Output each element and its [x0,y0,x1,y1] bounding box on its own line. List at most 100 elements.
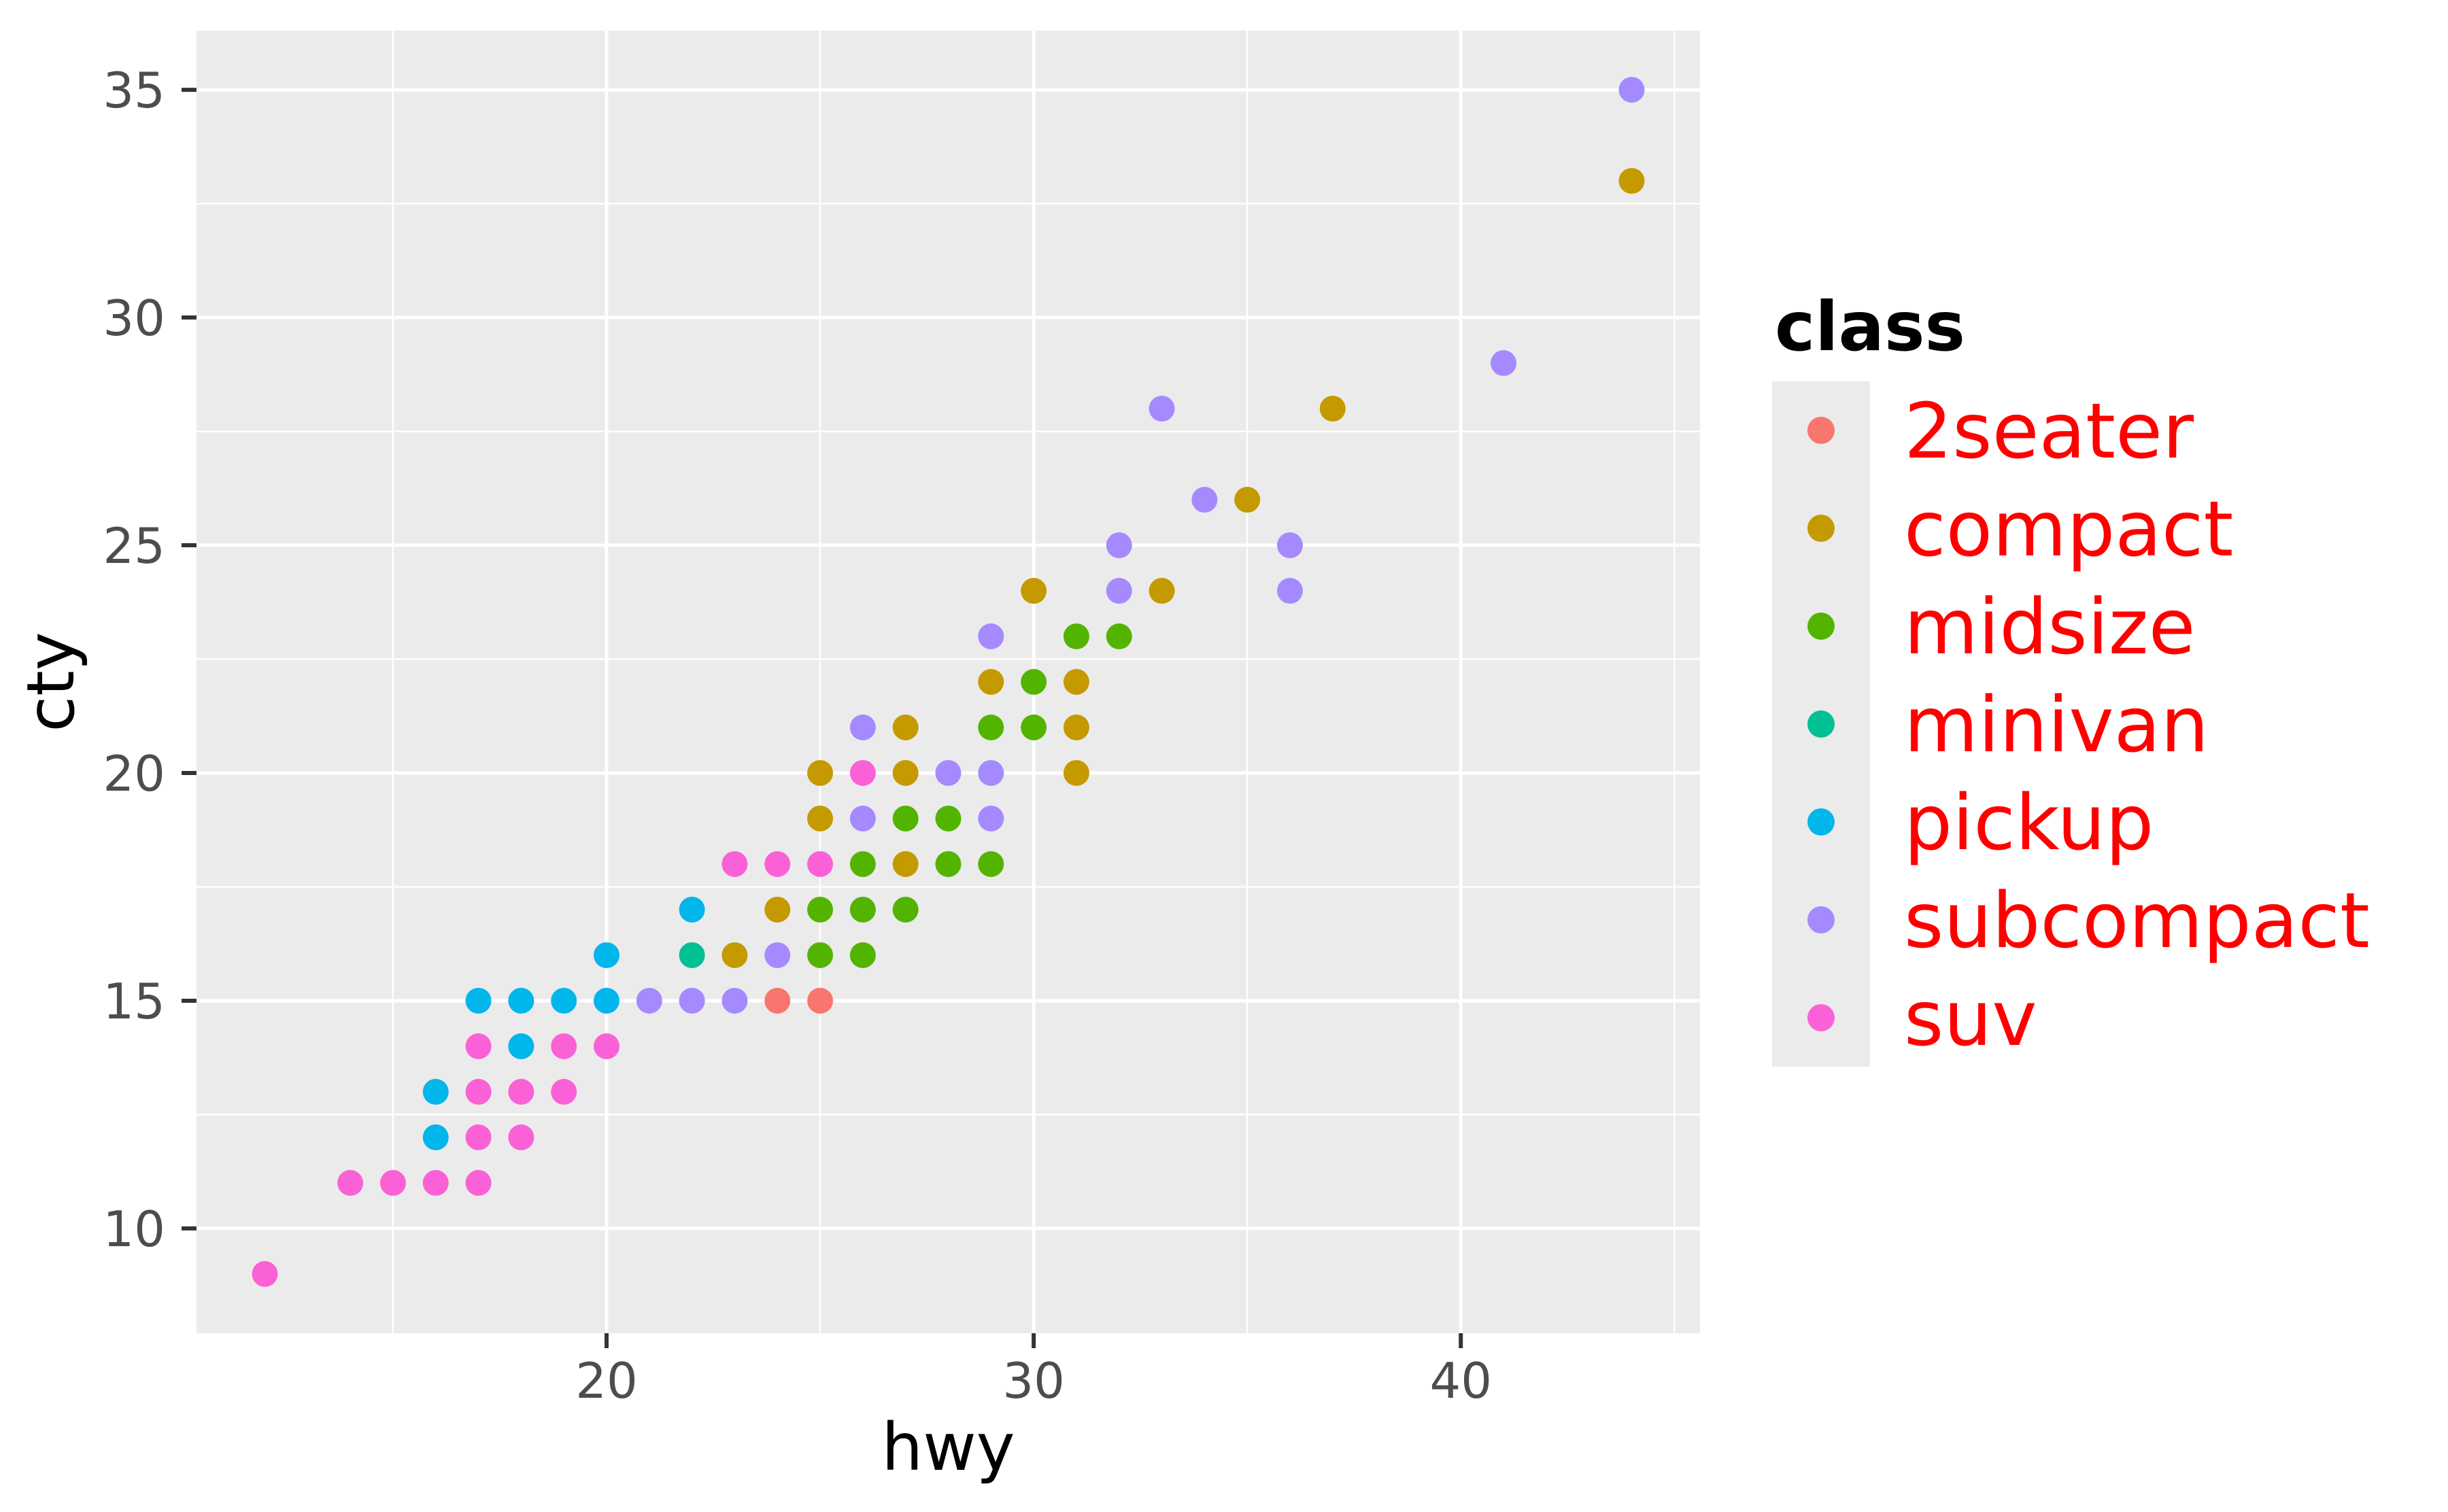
series-midsize [807,623,1132,968]
series-compact [721,168,1645,968]
data-point [551,1033,577,1059]
data-point [721,942,748,968]
data-point [807,987,834,1014]
x-tick-label: 40 [1429,1352,1492,1409]
legend-key-dot-2seater [1807,417,1835,444]
series-subcompact [636,77,1645,1014]
data-point [849,850,876,877]
data-point [935,850,962,877]
data-point [978,759,1004,786]
data-point [1191,487,1218,513]
data-points [252,77,1645,1287]
panel-background [197,31,1700,1333]
data-point [1319,396,1346,422]
data-point [1234,487,1261,513]
data-point [721,850,748,877]
data-point [337,1169,364,1196]
data-point [551,987,577,1014]
data-point [1277,578,1303,604]
legend-key-dot-pickup [1807,808,1835,836]
data-point [508,987,534,1014]
data-point [508,1033,534,1059]
data-point [807,942,834,968]
data-point [849,805,876,831]
legend: class 2seater compact midsize minivan pickup s… [1772,287,2370,1067]
legend-label-compact: compact [1904,485,2233,574]
legend-key-dot-subcompact [1807,906,1835,933]
legend-label-subcompact: subcompact [1904,877,2370,965]
y-tick-label: 20 [103,745,165,802]
data-point [1618,77,1645,103]
data-point [636,987,662,1014]
legend-label-minivan: minivan [1904,681,2209,770]
legend-label-2seater: 2seater [1904,388,2194,476]
data-point [422,1124,449,1150]
data-point [551,1078,577,1105]
legend-key-dot-midsize [1807,613,1835,640]
data-point [764,987,791,1014]
data-point [508,1078,534,1105]
legend-key-dot-compact [1807,515,1835,542]
y-tick-label: 25 [103,517,165,574]
legend-key-dot-minivan [1807,710,1835,738]
data-point [679,942,705,968]
data-point [1021,578,1047,604]
data-point [764,850,791,877]
data-point [721,987,748,1014]
data-point [1063,759,1089,786]
data-point [764,896,791,923]
data-point [892,714,919,740]
data-point [1063,669,1089,695]
data-point [465,1033,492,1059]
y-tick-label: 35 [103,62,165,119]
data-point [422,1078,449,1105]
plot-panel [197,31,1700,1333]
data-point [892,759,919,786]
data-point [1021,669,1047,695]
data-point [1063,623,1089,650]
data-point [594,942,619,968]
data-point [508,1124,534,1150]
y-tick-label: 10 [103,1201,165,1258]
data-point [807,896,834,923]
data-point [849,714,876,740]
data-point [978,850,1004,877]
data-point [978,623,1004,650]
series-minivan [679,942,705,968]
data-point [1277,532,1303,559]
legend-title: class [1775,287,1965,366]
data-point [892,896,919,923]
x-axis-title: hwy [881,1409,1015,1485]
data-point [1063,714,1089,740]
data-point [252,1260,278,1287]
y-tick-label: 15 [103,973,165,1030]
data-point [807,850,834,877]
data-point [422,1169,449,1196]
data-point [379,1169,406,1196]
legend-key-dot-suv [1807,1004,1835,1031]
data-point [1491,350,1517,377]
legend-label-suv: suv [1904,975,2037,1063]
series-pickup [422,896,705,1150]
data-point [679,896,705,923]
data-point [465,1124,492,1150]
data-point [679,987,705,1014]
data-point [1618,168,1645,194]
x-tick-label: 20 [575,1352,638,1409]
data-point [849,759,876,786]
y-axis-title: cty [13,632,89,732]
legend-label-pickup: pickup [1904,779,2154,867]
data-point [935,805,962,831]
data-point [892,850,919,877]
data-point [807,805,834,831]
legend-label-midsize: midsize [1904,583,2195,672]
data-point [764,942,791,968]
data-point [849,942,876,968]
data-point [1021,714,1047,740]
data-point [807,759,834,786]
data-point [892,805,919,831]
data-point [849,896,876,923]
x-tick-label: 30 [1002,1352,1065,1409]
data-point [1106,623,1132,650]
data-point [465,1078,492,1105]
